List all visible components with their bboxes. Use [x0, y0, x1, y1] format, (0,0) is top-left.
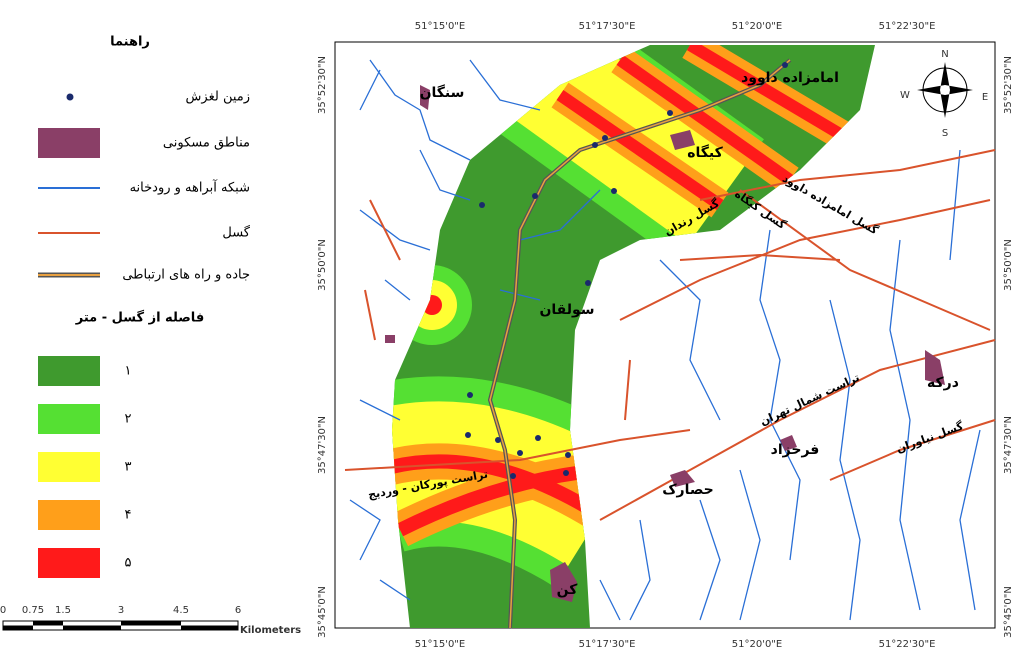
class-swatch [38, 452, 100, 482]
lat-label: 35°45'0"N [1003, 586, 1014, 638]
legend: راهنما زمین لغزش مناطق مسکونی شبکه آبراهه … [38, 35, 251, 578]
scale-seg [33, 621, 63, 626]
lat-label: 35°50'0"N [1003, 239, 1014, 291]
compass-label: S [942, 128, 948, 139]
place-label: سنگان [420, 84, 465, 101]
lon-label: 51°22'30"E [879, 21, 936, 32]
class-label: ۱ [125, 364, 132, 379]
place-label: امامزاده داوود [741, 70, 839, 86]
lon-label: 51°15'0"E [415, 21, 465, 32]
class-swatch [38, 404, 100, 434]
scale-label: 0.75 [22, 605, 44, 616]
legend-label: گسل [222, 225, 250, 241]
lon-label: 51°20'0"E [732, 639, 782, 650]
class-label: ۲ [125, 412, 132, 427]
place-label: حصارک [662, 482, 714, 498]
scale-seg [181, 625, 238, 630]
class-label: ۵ [125, 556, 132, 571]
scale-seg [63, 625, 121, 630]
lon-label: 51°22'30"E [879, 639, 936, 650]
lat-label: 35°52'30"N [1003, 56, 1014, 114]
scale-label: 1.5 [55, 605, 71, 616]
place-label: درکه [927, 375, 959, 391]
legend-title: راهنما [110, 35, 150, 50]
place-label: کن [557, 582, 579, 598]
legend-subtitle: فاصله از گسل - متر [75, 310, 204, 326]
lat-label: 35°45'0"N [317, 586, 328, 638]
scale-label: 4.5 [173, 605, 189, 616]
place-label: کیگاه [687, 144, 723, 161]
class-swatch [38, 356, 100, 386]
landslide-symbol [66, 93, 74, 101]
compass [917, 62, 973, 118]
scale-unit: Kilometers [240, 625, 301, 636]
map: 51°15'0"E 51°15'0"E 51°17'30"E 51°17'30"E 51… [317, 21, 1014, 650]
scale-bar: Kilometers 0 0.75 1.5 3 4.5 6 [0, 605, 301, 636]
scale-seg [121, 621, 181, 626]
scale-label: 6 [235, 605, 241, 616]
lon-label: 51°17'30"E [579, 639, 636, 650]
compass-label: N [941, 49, 948, 60]
lon-label: 51°17'30"E [579, 21, 636, 32]
lat-label: 35°47'30"N [1003, 416, 1014, 474]
place-label: سولقان [539, 302, 594, 318]
lon-label: 51°20'0"E [732, 21, 782, 32]
legend-label: زمین لغزش [186, 90, 250, 105]
scale-label: 3 [118, 605, 124, 616]
settlement-symbol [38, 128, 100, 158]
legend-label: شبکه آبراهه و رودخانه [130, 179, 250, 196]
lat-label: 35°52'30"N [317, 56, 328, 114]
scale-label: 0 [0, 605, 6, 616]
legend-label: جاده و راه های ارتباطی [122, 268, 250, 283]
class-swatch [38, 548, 100, 578]
place-label: فرحزاد [771, 442, 820, 458]
legend-label: مناطق مسکونی [163, 136, 250, 151]
scale-seg [3, 625, 33, 630]
lat-label: 35°47'30"N [317, 416, 328, 474]
class-label: ۳ [125, 460, 132, 475]
compass-label: W [900, 90, 910, 101]
class-label: ۴ [125, 508, 132, 523]
compass-label: E [982, 92, 988, 103]
class-swatch [38, 500, 100, 530]
lon-label: 51°15'0"E [415, 639, 465, 650]
lat-label: 35°50'0"N [317, 239, 328, 291]
